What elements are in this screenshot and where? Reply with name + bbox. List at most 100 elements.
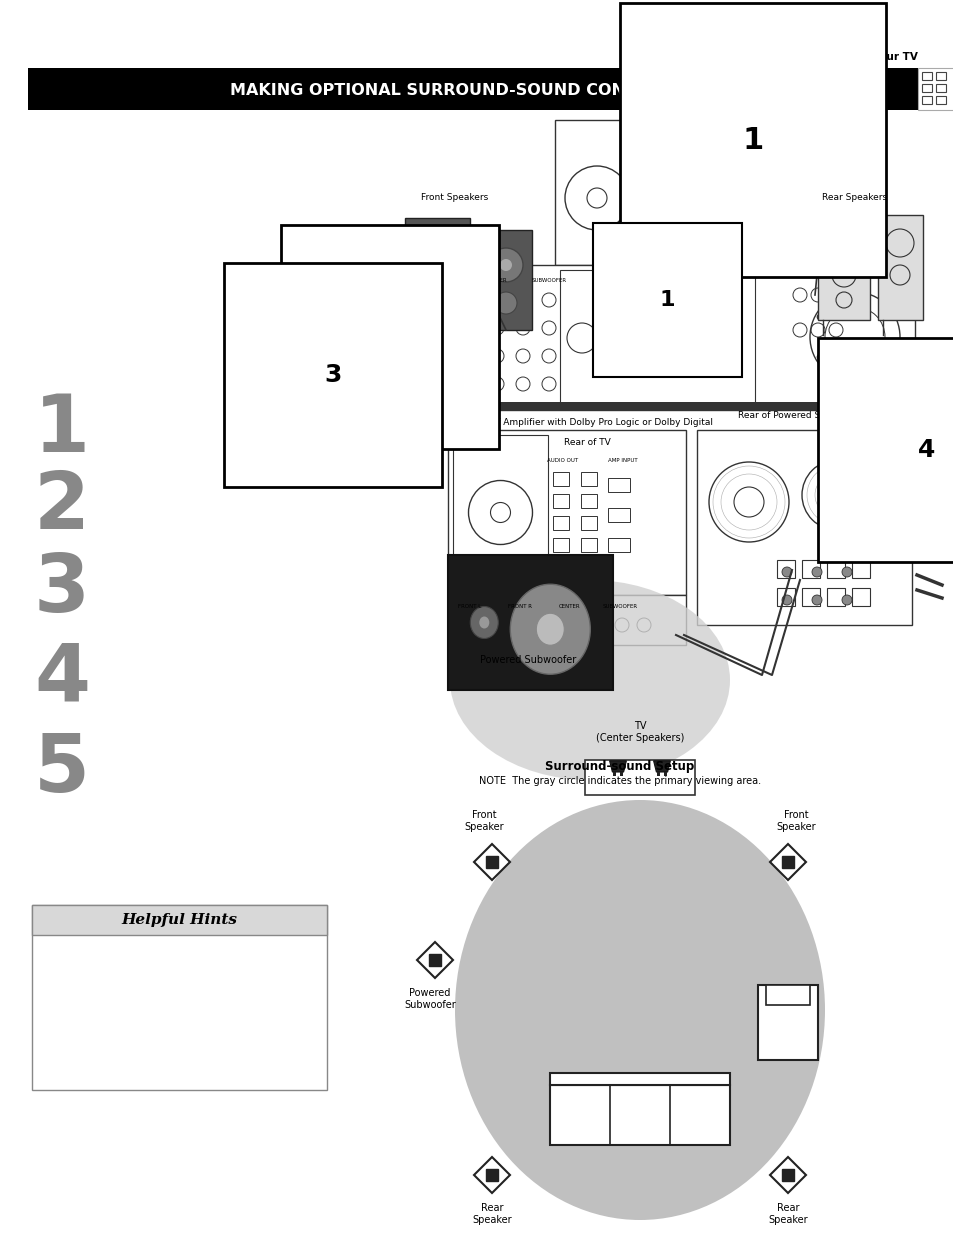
Text: Front
Speaker: Front Speaker (776, 810, 815, 832)
Text: Connecting Accessory Devices to Your TV: Connecting Accessory Devices to Your TV (675, 52, 917, 62)
Bar (453, 435, 547, 590)
Bar (817, 215, 869, 320)
Bar (801, 588, 820, 606)
Bar (550, 1073, 729, 1086)
Circle shape (430, 251, 444, 266)
Text: LEFT: LEFT (386, 278, 399, 283)
Bar (882, 475, 899, 503)
Text: Helpful Hints: Helpful Hints (121, 913, 237, 927)
Text: Rear of TV: Rear of TV (711, 132, 758, 141)
Circle shape (841, 567, 851, 577)
Bar (550, 1086, 729, 1145)
Bar (801, 559, 820, 578)
Text: 1: 1 (741, 126, 762, 154)
Bar (553, 538, 568, 552)
Text: CENTER: CENTER (558, 604, 580, 610)
Bar (935, 96, 945, 104)
Bar (559, 270, 754, 405)
Bar (553, 494, 568, 508)
Text: Powered
Subwoofer: Powered Subwoofer (404, 988, 456, 1009)
Bar (607, 478, 629, 492)
Circle shape (885, 314, 892, 320)
Text: SUBWOOFER: SUBWOOFER (601, 604, 637, 610)
Polygon shape (429, 955, 440, 966)
Text: FRONT R: FRONT R (507, 604, 532, 610)
Text: TV
(Center Speakers): TV (Center Speakers) (596, 721, 683, 743)
Text: 1: 1 (34, 391, 90, 469)
Bar (607, 538, 629, 552)
Bar (659, 329, 672, 342)
Text: AMP INPUT: AMP INPUT (608, 457, 638, 462)
Ellipse shape (478, 616, 489, 629)
Bar (619, 772, 622, 777)
Bar (659, 356, 672, 370)
Circle shape (499, 259, 512, 270)
Ellipse shape (536, 614, 564, 645)
Text: 4: 4 (34, 641, 90, 719)
Bar (659, 300, 672, 314)
Bar (479, 230, 532, 330)
Bar (758, 986, 817, 1060)
Ellipse shape (510, 584, 590, 674)
Bar (580, 494, 597, 508)
Bar (32, 905, 327, 935)
Bar (580, 538, 597, 552)
Bar (615, 300, 628, 314)
Text: Powered Subwoofer: Powered Subwoofer (479, 655, 576, 664)
Bar (355, 266, 914, 410)
Circle shape (851, 294, 857, 300)
Circle shape (851, 374, 857, 380)
Text: Front Speakers: Front Speakers (421, 193, 488, 203)
Text: SUBWOOFER: SUBWOOFER (531, 278, 566, 283)
Bar (613, 772, 616, 777)
Polygon shape (486, 1170, 497, 1181)
Circle shape (811, 595, 821, 605)
Bar (851, 559, 869, 578)
Circle shape (489, 248, 522, 282)
Bar (637, 300, 650, 314)
Text: SUR SOUND: SUR SOUND (638, 275, 676, 282)
Polygon shape (781, 1170, 793, 1181)
Bar (637, 329, 650, 342)
Circle shape (885, 354, 892, 359)
Circle shape (841, 595, 851, 605)
Text: NOTE  The gray circle indicates the primary viewing area.: NOTE The gray circle indicates the prima… (478, 776, 760, 785)
Bar (555, 120, 764, 266)
Bar (28, 68, 917, 110)
Text: Surround-sound Setup: Surround-sound Setup (545, 760, 694, 773)
Bar (935, 84, 945, 91)
Bar (697, 430, 911, 625)
Bar (580, 516, 597, 530)
Circle shape (817, 354, 822, 359)
Bar (584, 760, 695, 795)
FancyBboxPatch shape (448, 555, 613, 690)
Text: AUDIO OUT: AUDIO OUT (547, 457, 578, 462)
Text: 1: 1 (659, 290, 675, 310)
Bar (448, 595, 685, 645)
Bar (657, 772, 659, 777)
Text: Rear of TV: Rear of TV (563, 438, 610, 447)
Text: 3: 3 (324, 363, 341, 387)
Bar (659, 142, 679, 152)
Text: Front
Speaker: Front Speaker (464, 810, 503, 832)
Text: Rear of Powered Subwoofer: Rear of Powered Subwoofer (737, 411, 862, 420)
Bar (921, 96, 931, 104)
Polygon shape (781, 856, 793, 868)
Bar (580, 472, 597, 487)
Bar (649, 180, 659, 190)
Bar (887, 366, 899, 377)
Bar (851, 588, 869, 606)
Bar (776, 559, 794, 578)
Polygon shape (609, 761, 626, 772)
Text: MAKING OPTIONAL SURROUND-SOUND CONNECTIONS: MAKING OPTIONAL SURROUND-SOUND CONNECTIO… (230, 83, 716, 98)
Text: 2: 2 (381, 325, 398, 350)
Bar (663, 198, 673, 207)
Ellipse shape (450, 580, 729, 781)
Bar (355, 403, 914, 410)
Bar (553, 472, 568, 487)
Polygon shape (486, 856, 497, 868)
Text: FRONT L: FRONT L (457, 604, 481, 610)
Text: 2: 2 (34, 468, 90, 546)
Text: Rear
Speaker: Rear Speaker (472, 1203, 511, 1225)
Bar (883, 477, 897, 489)
